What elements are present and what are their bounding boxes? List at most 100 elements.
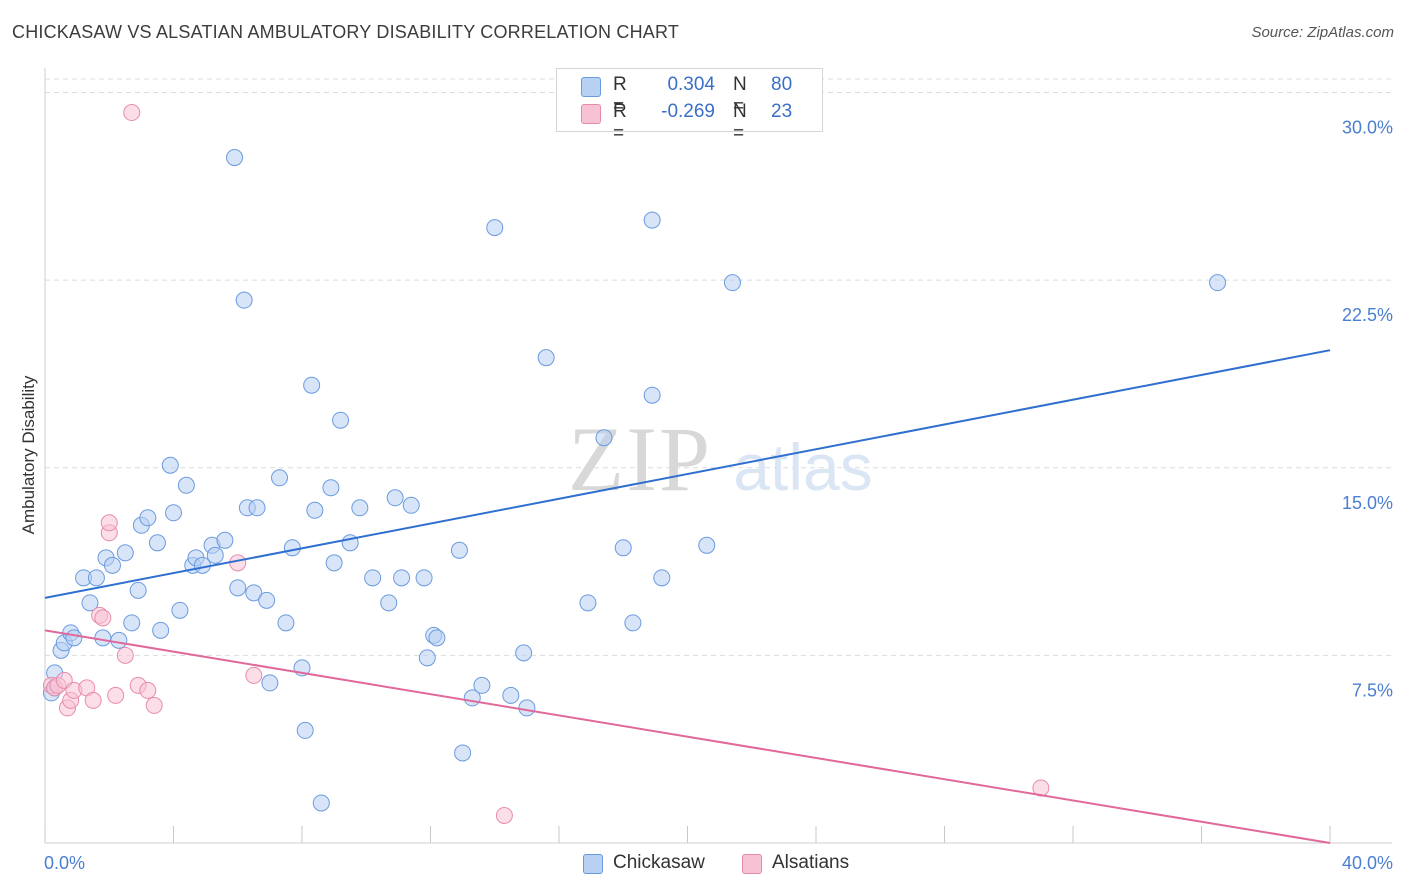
chickasaw-point [139,509,157,527]
chickasaw-point [248,499,266,517]
chickasaw-point [393,569,411,587]
alsatians-swatch [581,104,601,124]
alsatians-point [107,686,125,704]
chickasaw-point [229,579,247,597]
watermark-atlas: atlas [733,430,872,504]
chickasaw-point [81,594,99,612]
source-label: Source: ZipAtlas.com [1251,24,1394,41]
x-tick-label-min: 0.0% [44,853,85,873]
chickasaw-point [402,496,420,514]
chickasaw-point [450,541,468,559]
alsatians-point [245,666,263,684]
trend-lines [44,349,1331,844]
chickasaw-legend-swatch [583,854,603,874]
chickasaw-n-value: 80 [771,74,793,95]
watermark-zip: ZIP [568,408,712,510]
n-label: N = [733,74,747,117]
alsatians-n-value: 23 [771,101,793,122]
alsatians-point [495,806,513,824]
tick-labels: 7.5% 15.0% 22.5% 30.0% 0.0% 40.0% [44,118,1393,873]
chickasaw-point [261,674,279,692]
chickasaw-point [94,629,112,647]
chickasaw-point [415,569,433,587]
r-label: R = [613,74,627,117]
chickasaw-point [152,621,170,639]
chickasaw-point [698,536,716,554]
alsatians-point [100,514,118,532]
chickasaw-point [428,629,446,647]
alsatians-trend-line [44,629,1331,844]
chickasaw-swatch [581,77,601,97]
chickasaw-point [486,219,504,237]
data-points [42,104,1227,824]
chickasaw-point [312,794,330,812]
chickasaw-point [325,554,343,572]
r-label: R = [613,101,627,144]
chickasaw-r-value: 0.304 [667,74,715,95]
axes [44,68,1392,844]
chickasaw-point [579,594,597,612]
chickasaw-point [258,591,276,609]
chickasaw-point [723,274,741,292]
chickasaw-point [518,699,536,717]
chickasaw-point [123,614,141,632]
y-tick-label: 7.5% [1352,680,1393,700]
alsatians-r-value: -0.269 [661,101,715,122]
chickasaw-point [116,544,134,562]
chickasaw-point [473,676,491,694]
chickasaw-point [296,721,314,739]
chickasaw-point [454,744,472,762]
chickasaw-point [110,631,128,649]
chickasaw-point [502,686,520,704]
chickasaw-point [129,581,147,599]
chickasaw-point [386,489,404,507]
y-axis-label: Ambulatory Disability [19,375,38,534]
chickasaw-legend-label: Chickasaw [613,852,705,873]
alsatians-point [139,681,157,699]
chickasaw-point [165,504,182,522]
chickasaw-point [418,649,436,667]
y-tick-label: 30.0% [1342,118,1393,138]
chickasaw-point [306,501,324,519]
chickasaw-point [351,499,369,517]
alsatians-point [94,609,112,627]
y-tick-label: 22.5% [1342,305,1393,325]
alsatians-point [116,646,134,664]
alsatians-point [123,104,141,122]
x-tick-label-max: 40.0% [1342,853,1393,873]
chickasaw-point [148,534,166,552]
chickasaw-point [332,411,350,429]
chickasaw-point [322,479,340,497]
chickasaw-point [653,569,671,587]
chickasaw-point [161,456,179,474]
chickasaw-point [624,614,642,632]
chickasaw-point [303,376,321,394]
chickasaw-point [87,569,105,587]
chickasaw-point [277,614,295,632]
alsatians-point [84,691,102,709]
n-label: N = [733,101,747,144]
chickasaw-point [271,469,289,487]
alsatians-point [229,554,247,572]
chickasaw-point [65,629,83,647]
chickasaw-point [171,601,189,619]
chickasaw-point [515,644,533,662]
y-tick-label: 15.0% [1342,493,1393,513]
stats-legend: R = 0.304 N = 80 R = -0.269 N = 23 [556,68,823,144]
chickasaw-point [226,149,244,167]
chickasaw-point [177,476,195,494]
chickasaw-point [1209,274,1227,292]
chickasaw-point [216,531,234,549]
chickasaw-point [206,546,224,564]
chickasaw-point [643,386,661,404]
alsatians-point [145,696,163,714]
gridlines [45,78,1392,656]
chickasaw-point [364,569,382,587]
chickasaw-point [537,349,555,367]
alsatians-legend-label: Alsatians [772,852,850,873]
chickasaw-point [643,211,661,229]
chickasaw-point [103,556,121,574]
chart-title: CHICKASAW VS ALSATIAN AMBULATORY DISABIL… [12,22,680,42]
chickasaw-point [380,594,398,612]
